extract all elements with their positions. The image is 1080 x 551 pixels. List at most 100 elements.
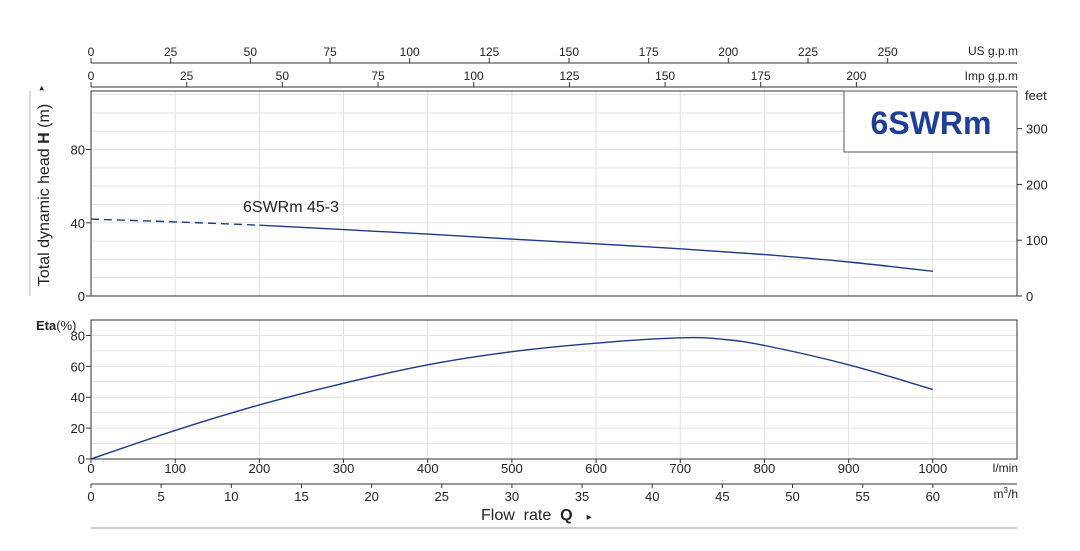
head-left-tick-label: 0	[78, 289, 85, 304]
head-left-tick-label: 80	[71, 143, 85, 158]
lmin-tick-label: 500	[501, 461, 523, 476]
imp-tick-label: 200	[846, 69, 866, 83]
us-tick-label: 100	[400, 45, 420, 59]
lmin-tick-label: 800	[754, 461, 776, 476]
imp-tick-label: 125	[559, 69, 579, 83]
m3h-ticks-group: 0 5 10 15 20 25 30 35 40 45 50 55 60	[87, 484, 940, 504]
lmin-tick-label: 400	[417, 461, 439, 476]
lmin-tick-label: 900	[838, 461, 860, 476]
eta-left-ticks: 0 20 40 60 80	[71, 328, 91, 467]
head-left-tick-label: 40	[71, 216, 85, 231]
m3h-tick-label: 55	[855, 489, 869, 504]
m3h-tick-label: 0	[87, 489, 94, 504]
us-tick-label: 150	[559, 45, 579, 59]
head-axis-label-bold: H	[36, 132, 53, 144]
head-right-tick-label: 100	[1026, 233, 1048, 248]
flow-rate-title-arrow: ▸	[587, 512, 592, 523]
us-ticks-group: 0 25 50 75 100 125 150 175 200 225 250	[88, 45, 1017, 64]
m3h-label-unit: m	[994, 487, 1004, 501]
m3h-tick-label: 15	[294, 489, 308, 504]
lmin-tick-label: 0	[87, 461, 94, 476]
lmin-tick-label: 200	[249, 461, 271, 476]
imp-tick-label: 150	[655, 69, 675, 83]
eta-tick-label: 20	[71, 421, 85, 436]
model-title: 6SWRm	[871, 105, 992, 141]
eta-tick-label: 0	[78, 452, 85, 467]
eta-panel: 0 20 40 60 80 Eta(%)	[36, 318, 1018, 467]
bottom-axis-m3h: 0 5 10 15 20 25 30 35 40 45 50 55 60 m3/h	[87, 483, 1018, 504]
head-right-ticks: 0 100 200 300	[1017, 122, 1048, 304]
lmin-tick-label: 600	[585, 461, 607, 476]
head-curve-solid	[259, 224, 933, 272]
imp-tick-label: 50	[276, 69, 290, 83]
eta-grid	[91, 320, 1017, 459]
eta-tick-label: 80	[71, 328, 85, 343]
head-curve-dashed	[90, 218, 260, 226]
us-tick-label: 75	[323, 45, 337, 59]
us-tick-label: 225	[798, 45, 818, 59]
feet-label: feet	[1025, 88, 1047, 103]
model-title-box	[843, 90, 1018, 153]
bottom-axis-lmin: 0 100 200 300 400 500 600 700 800 900 1000 l/min	[87, 459, 1018, 476]
imp-tick-label: 0	[88, 69, 95, 83]
m3h-label-suffix: /h	[1008, 487, 1018, 501]
head-left-ticks: 0 40 80	[29, 91, 91, 304]
head-axis-arrow: ▸	[36, 85, 46, 90]
us-tick-label: 250	[878, 45, 898, 59]
head-right-tick-label: 0	[1026, 289, 1033, 304]
head-right-tick-label: 200	[1026, 177, 1048, 192]
top-axis-us: 0 25 50 75 100 125 150 175 200 225 250 US g.p.m	[88, 44, 1018, 64]
top-axis-imp: 0 25 50 75 100 125 150 175 200 Imp g.p.m	[88, 69, 1018, 88]
lmin-tick-label: 1000	[918, 461, 947, 476]
head-axis-label-prefix: Total dynamic head	[36, 144, 53, 286]
head-axis-label: Total dynamic head H (m)	[36, 104, 53, 286]
us-gpm-label: US g.p.m	[968, 44, 1018, 58]
m3h-tick-label: 50	[785, 489, 799, 504]
lmin-tick-label: 100	[164, 461, 186, 476]
series-label-6swrm-45-3: 6SWRm 45-3	[243, 199, 339, 216]
head-axis-label-suffix: (m)	[36, 104, 53, 132]
us-tick-label: 175	[639, 45, 659, 59]
eta-tick-label: 60	[71, 359, 85, 374]
us-tick-label: 0	[88, 45, 95, 59]
m3h-tick-label: 5	[158, 489, 165, 504]
m3h-label: m3/h	[994, 486, 1018, 501]
eta-tick-label: 40	[71, 390, 85, 405]
eta-axis-label-suffix: (%)	[56, 318, 76, 333]
m3h-tick-label: 60	[926, 489, 940, 504]
flow-rate-title: Flow rate Q ▸	[481, 507, 592, 524]
eta-curve-group	[90, 336, 933, 460]
us-tick-label: 50	[244, 45, 258, 59]
imp-tick-label: 175	[751, 69, 771, 83]
eta-curve	[90, 336, 933, 460]
flow-rate-title-prefix: Flow rate	[481, 507, 560, 524]
m3h-tick-label: 25	[435, 489, 449, 504]
imp-tick-label: 100	[464, 69, 484, 83]
m3h-tick-label: 30	[505, 489, 519, 504]
imp-tick-label: 75	[371, 69, 385, 83]
eta-plot-frame	[90, 319, 1018, 460]
m3h-tick-label: 45	[715, 489, 729, 504]
lmin-tick-label: 700	[669, 461, 691, 476]
us-tick-label: 200	[718, 45, 738, 59]
imp-ticks-group: 0 25 50 75 100 125 150 175 200	[88, 69, 1017, 88]
head-right-tick-label: 300	[1026, 122, 1048, 137]
us-tick-label: 25	[164, 45, 178, 59]
eta-axis-label: Eta(%)	[36, 318, 76, 333]
lmin-label: l/min	[993, 461, 1018, 475]
imp-tick-label: 25	[180, 69, 194, 83]
head-panel: 0 40 80 0 100 200 300 feet Total dynamic head…	[29, 85, 1048, 304]
head-plot-frame	[90, 90, 1018, 297]
flow-rate-title-bold: Q	[560, 507, 572, 524]
us-tick-label: 125	[479, 45, 499, 59]
m3h-tick-label: 20	[364, 489, 378, 504]
lmin-ticks-group: 0 100 200 300 400 500 600 700 800 900 1000	[87, 459, 947, 476]
m3h-tick-label: 40	[645, 489, 659, 504]
lmin-tick-label: 300	[333, 461, 355, 476]
m3h-tick-label: 35	[575, 489, 589, 504]
imp-gpm-label: Imp g.p.m	[965, 69, 1018, 83]
eta-axis-label-bold: Eta	[36, 318, 57, 333]
m3h-tick-label: 10	[224, 489, 238, 504]
head-curve-group	[90, 218, 933, 272]
